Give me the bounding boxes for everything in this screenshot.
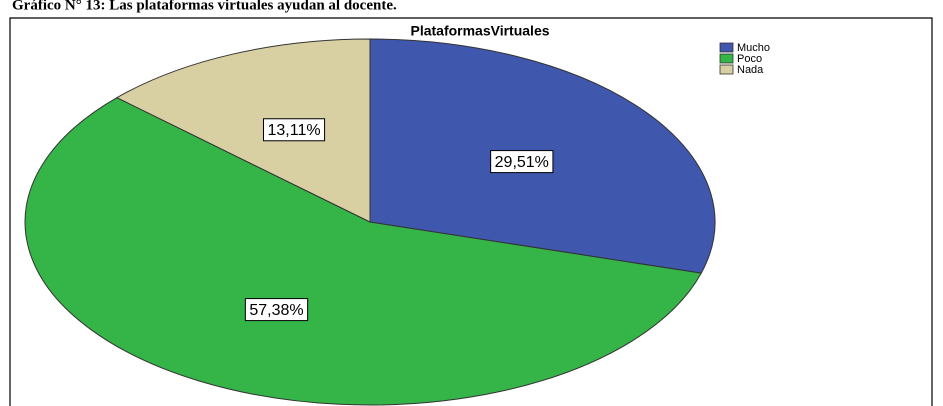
label-box: [244, 298, 309, 322]
legend-swatch: [719, 42, 734, 53]
label-box: [490, 150, 554, 174]
data-label: 13,11%: [268, 122, 321, 139]
data-label: 57,38%: [249, 302, 303, 319]
frame: [9, 17, 933, 406]
legend-label: Nada: [737, 64, 764, 76]
legend-swatch: [719, 53, 734, 64]
label-box: [263, 118, 326, 142]
legend-swatch: [719, 64, 734, 75]
data-label: 29,51%: [495, 154, 549, 171]
legend-label: Mucho: [737, 42, 770, 54]
legend-label: Poco: [737, 53, 762, 65]
pie-slice: [115, 38, 371, 223]
pie-slice: [24, 97, 703, 406]
caption: Gráfico N° 13: Las plataformas virtuales…: [12, 0, 397, 13]
chart-title: PlataformasVirtuales: [410, 23, 549, 39]
